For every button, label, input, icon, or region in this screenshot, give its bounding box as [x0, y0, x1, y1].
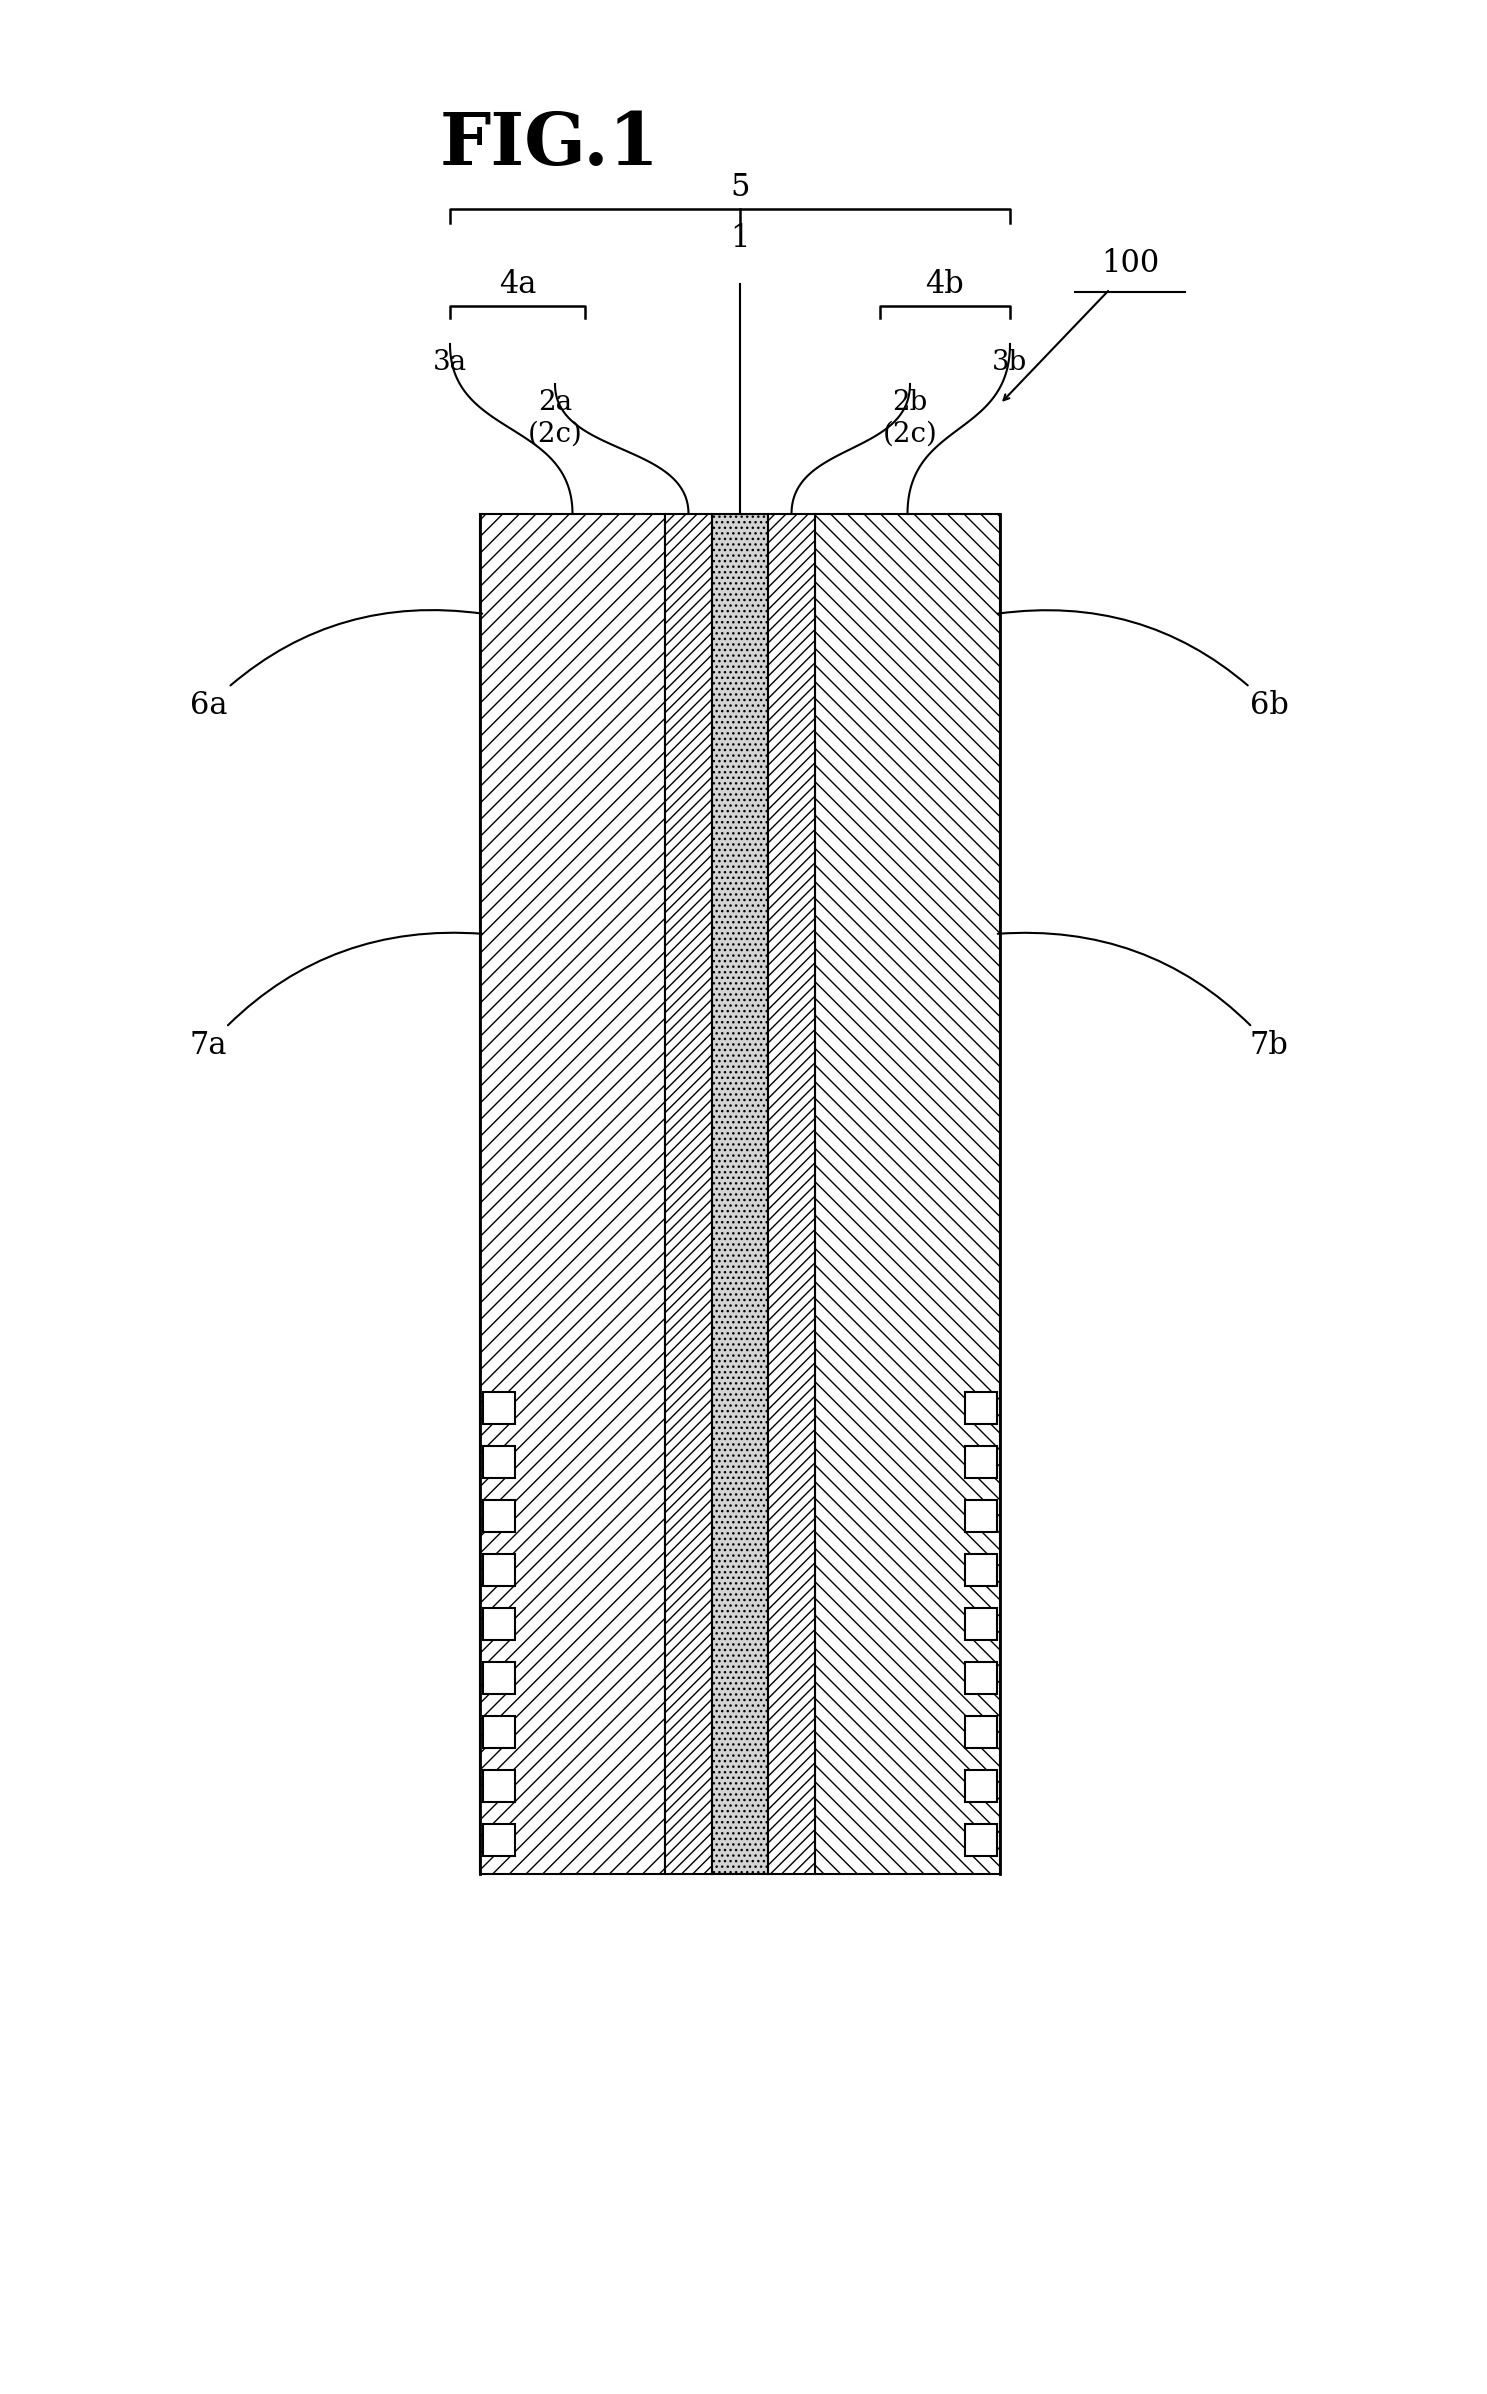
FancyBboxPatch shape: [483, 1769, 515, 1803]
Text: 2a
(2c): 2a (2c): [528, 388, 583, 448]
FancyBboxPatch shape: [483, 1554, 515, 1585]
FancyBboxPatch shape: [483, 1446, 515, 1477]
Text: 6b: 6b: [998, 610, 1289, 721]
FancyBboxPatch shape: [483, 1661, 515, 1695]
FancyBboxPatch shape: [483, 1501, 515, 1532]
Text: 4a: 4a: [498, 268, 537, 299]
FancyBboxPatch shape: [965, 1824, 996, 1855]
Text: 100: 100: [1100, 249, 1160, 280]
Polygon shape: [767, 515, 815, 1875]
Text: 3a: 3a: [433, 350, 467, 376]
Polygon shape: [665, 515, 712, 1875]
Text: 4b: 4b: [925, 268, 965, 299]
Text: 2b
(2c): 2b (2c): [883, 388, 937, 448]
Text: 6a: 6a: [190, 610, 482, 721]
FancyBboxPatch shape: [965, 1661, 996, 1695]
FancyBboxPatch shape: [965, 1609, 996, 1640]
FancyBboxPatch shape: [965, 1501, 996, 1532]
Text: 3b: 3b: [992, 350, 1028, 376]
FancyBboxPatch shape: [483, 1716, 515, 1748]
Text: 7b: 7b: [998, 934, 1289, 1061]
Text: 7a: 7a: [190, 934, 482, 1061]
FancyBboxPatch shape: [483, 1824, 515, 1855]
Polygon shape: [815, 515, 999, 1875]
Text: 5: 5: [730, 172, 749, 203]
Text: 1: 1: [730, 223, 749, 254]
FancyBboxPatch shape: [965, 1391, 996, 1424]
Polygon shape: [480, 515, 665, 1875]
Text: FIG.1: FIG.1: [440, 108, 660, 180]
FancyBboxPatch shape: [965, 1446, 996, 1477]
FancyBboxPatch shape: [965, 1716, 996, 1748]
FancyBboxPatch shape: [483, 1609, 515, 1640]
Polygon shape: [712, 515, 767, 1875]
FancyBboxPatch shape: [965, 1769, 996, 1803]
FancyBboxPatch shape: [483, 1391, 515, 1424]
FancyBboxPatch shape: [965, 1554, 996, 1585]
